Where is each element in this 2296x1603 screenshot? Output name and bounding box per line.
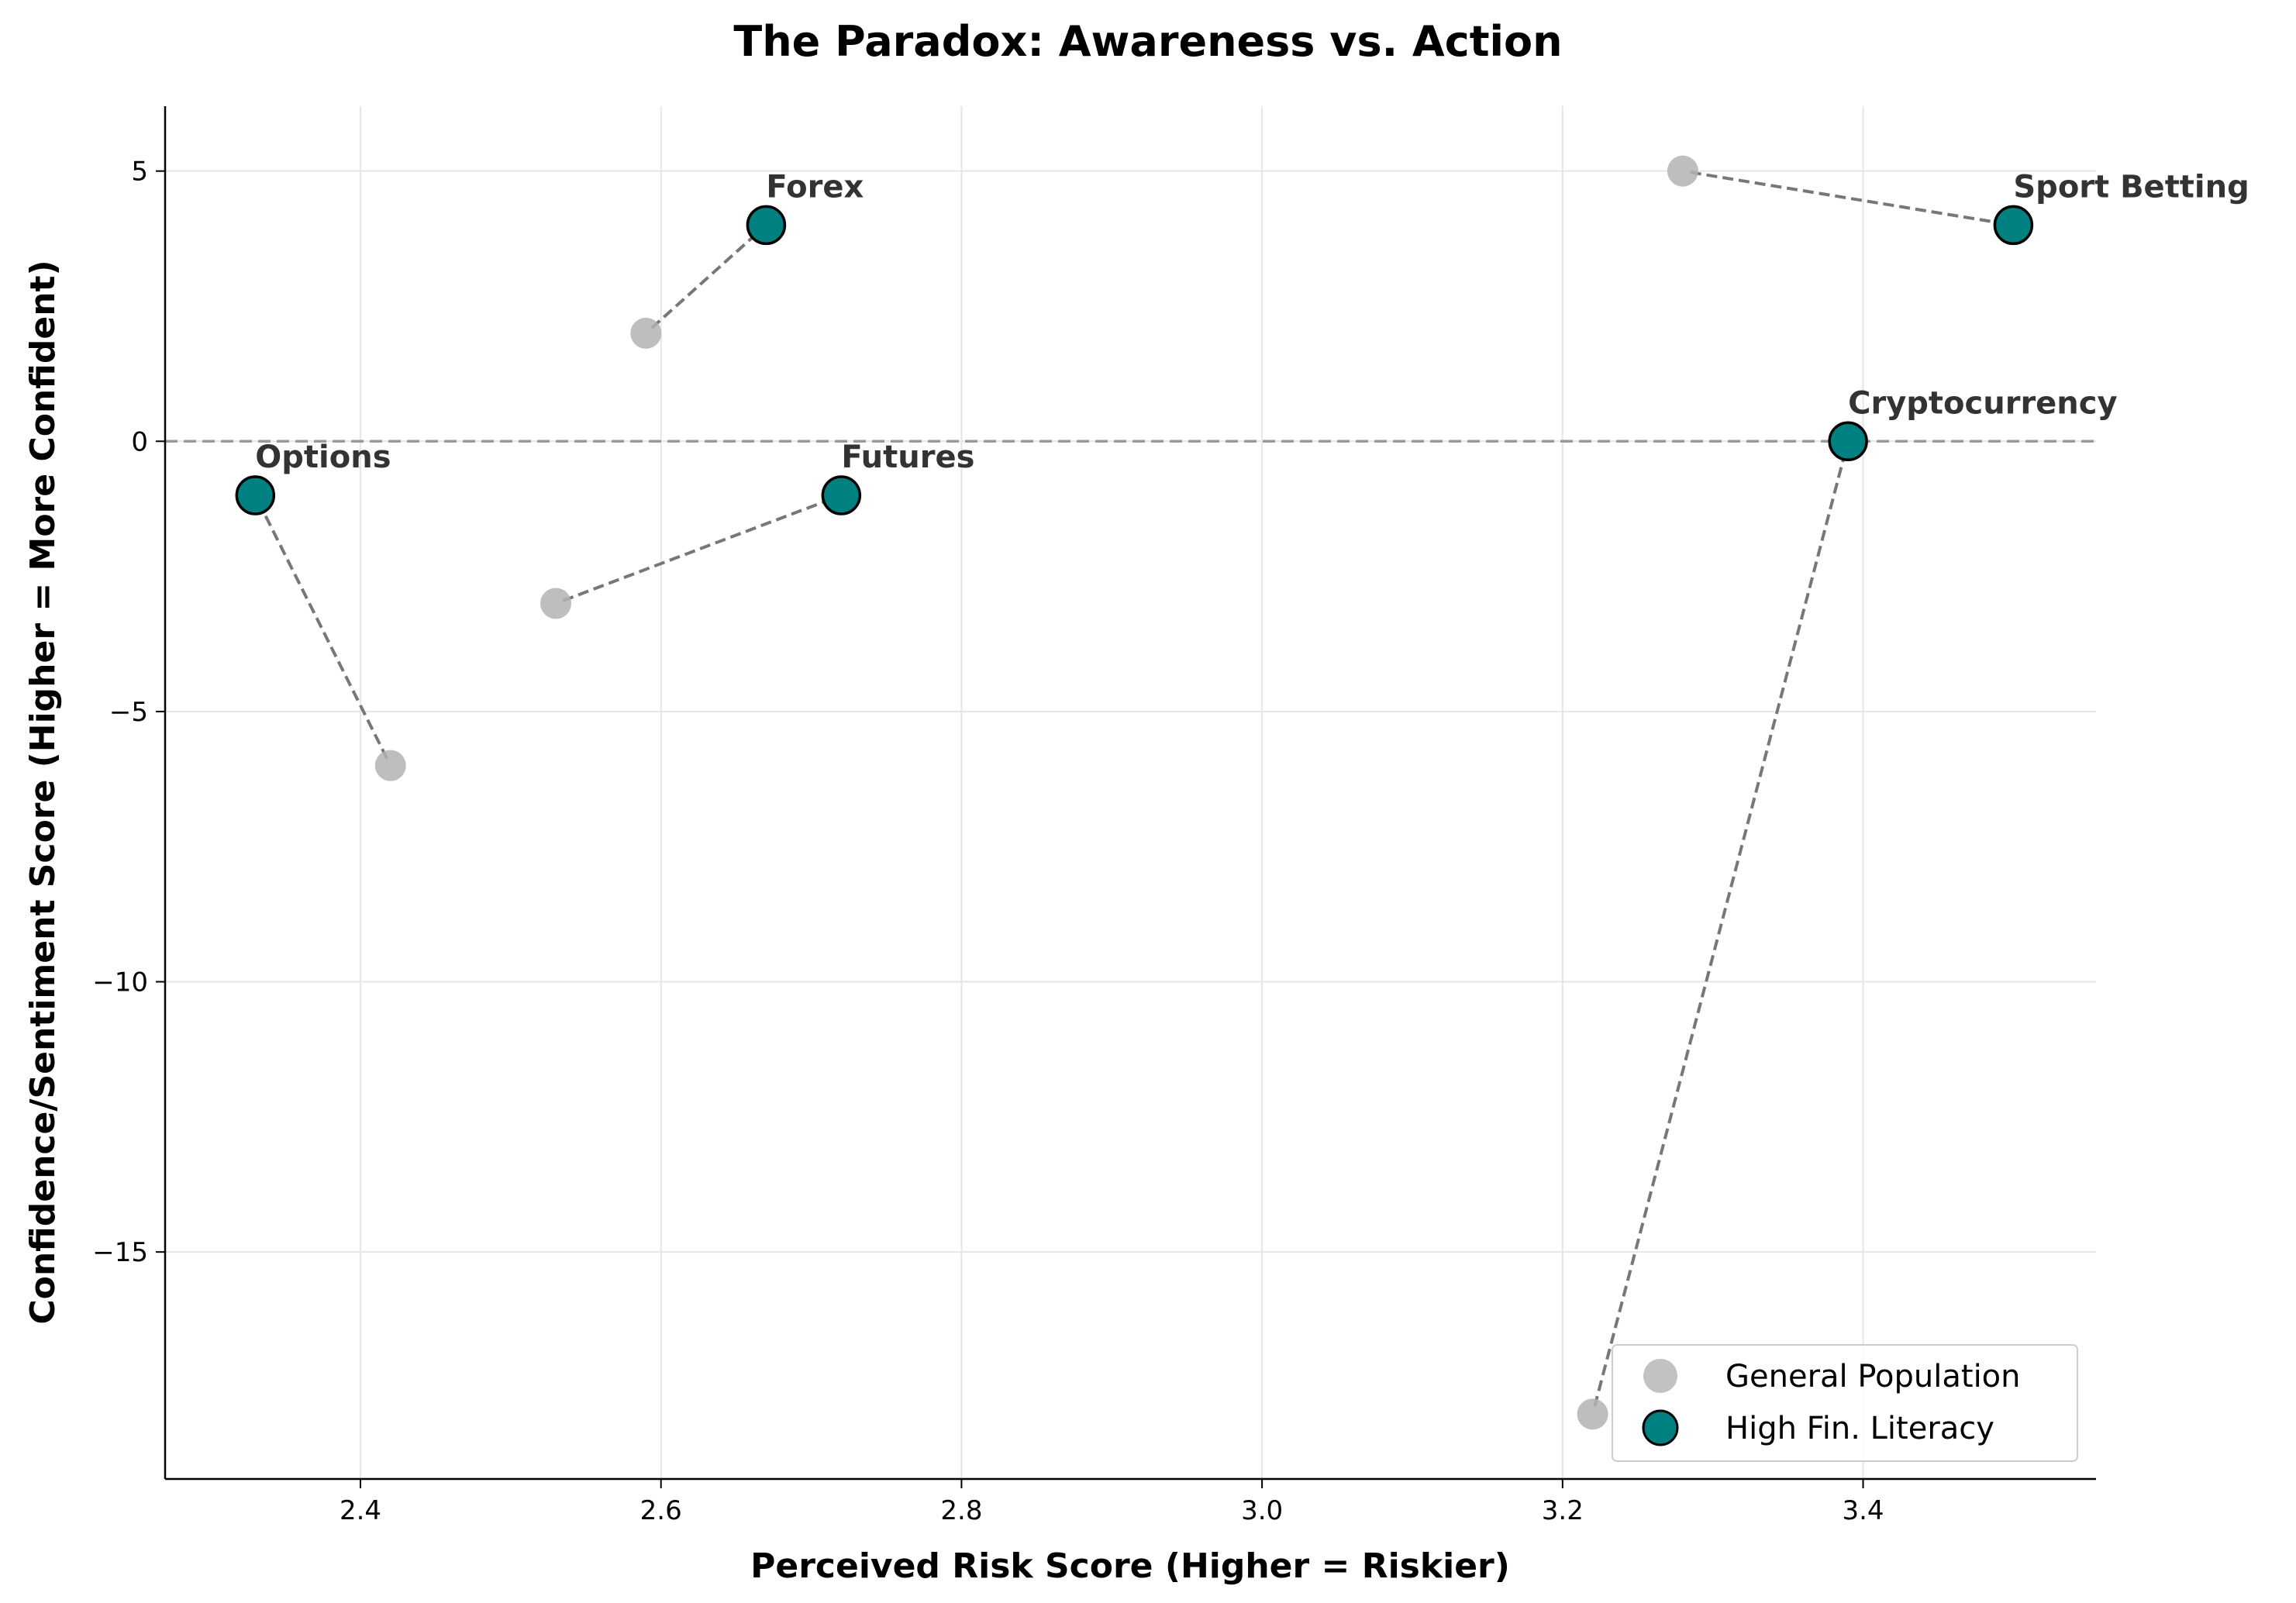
- label-cryptocurrency: Cryptocurrency: [1848, 385, 2117, 421]
- x-tick-label: 2.4: [340, 1495, 381, 1526]
- label-forex: Forex: [766, 169, 864, 205]
- arrow-sport-betting: [1690, 171, 2003, 223]
- x-axis-label: Perceived Risk Score (Higher = Riskier): [750, 1546, 1510, 1586]
- point-general-forex: [630, 317, 662, 349]
- y-tick-label: −15: [92, 1237, 148, 1268]
- point-literacy-futures: [821, 475, 862, 515]
- point-general-futures: [540, 588, 572, 619]
- arrow-cryptocurrency: [1593, 452, 1845, 1408]
- legend-label-general: General Population: [1725, 1359, 2021, 1394]
- point-general-sport-betting: [1667, 155, 1698, 187]
- label-futures: Futures: [841, 440, 974, 475]
- y-tick-label: −5: [109, 697, 148, 728]
- legend-marker-general: [1643, 1359, 1677, 1393]
- arrow-futures: [562, 498, 831, 602]
- point-general-cryptocurrency: [1577, 1398, 1608, 1430]
- point-literacy-forex: [746, 205, 787, 246]
- x-tick-label: 3.4: [1842, 1495, 1884, 1526]
- point-literacy-sport-betting: [1993, 205, 2034, 246]
- point-labels: Options Forex Futures Sport Betting Cryptocu…: [255, 169, 2249, 475]
- x-tick-label: 2.6: [640, 1495, 682, 1526]
- label-options: Options: [255, 440, 391, 475]
- point-literacy-options: [235, 475, 276, 515]
- x-tick-label: 3.2: [1542, 1495, 1584, 1526]
- x-ticks: 2.4 2.6 2.8 3.0 3.2 3.4: [340, 1479, 1884, 1526]
- label-sport-betting: Sport Betting: [2013, 169, 2249, 205]
- y-axis-label: Confidence/Sentiment Score (Higher = Mor…: [23, 260, 63, 1324]
- arrow-options: [258, 505, 389, 760]
- legend-label-literacy: High Fin. Literacy: [1725, 1411, 1994, 1446]
- shift-arrows: [258, 171, 2003, 1408]
- x-tick-label: 2.8: [940, 1495, 982, 1526]
- y-tick-label: 5: [131, 157, 148, 188]
- arrow-forex: [650, 233, 758, 329]
- chart-title: The Paradox: Awareness vs. Action: [733, 17, 1562, 66]
- y-ticks: 5 0 −5 −10 −15: [92, 157, 165, 1268]
- x-tick-label: 3.0: [1241, 1495, 1283, 1526]
- point-literacy-cryptocurrency: [1828, 421, 1868, 462]
- point-general-options: [374, 750, 406, 781]
- high-literacy-points: [235, 205, 2034, 515]
- legend-marker-literacy: [1642, 1409, 1679, 1446]
- grid-lines: [165, 106, 2096, 1479]
- axes: [164, 106, 2096, 1481]
- general-population-points: [374, 155, 1698, 1430]
- y-tick-label: −10: [92, 967, 148, 998]
- legend: General Population High Fin. Literacy: [1612, 1344, 2078, 1462]
- y-tick-label: 0: [131, 426, 148, 457]
- legend-frame: [1612, 1344, 2078, 1462]
